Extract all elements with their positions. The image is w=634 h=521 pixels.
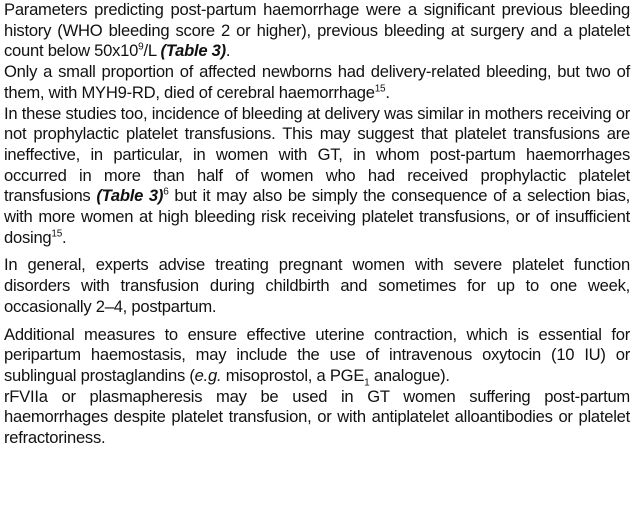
text-segment: . [62,227,67,247]
citation-superscript: 6 [163,186,169,198]
paragraph-uterine-contraction: Additional measures to ensure effective … [4,324,630,389]
text-segment: /L [143,41,161,61]
citation-superscript: 15 [51,228,63,240]
text-segment: Additional measures to ensure effective … [4,324,630,385]
subscript-index: 1 [364,377,370,389]
superscript-exponent: 9 [138,41,144,53]
emphasis-text: e.g. [194,365,222,385]
paragraph-newborn-bleeding: Only a small proportion of affected newb… [4,62,630,103]
paragraph-rfviia: rFVIIa or plasmapheresis may be used in … [4,386,630,448]
table-reference: (Table 3) [160,41,227,61]
document-body: Parameters predicting post-partum haemor… [4,0,630,448]
text-segment: Parameters predicting post-partum haemor… [4,0,630,61]
paragraph-platelet-transfusions: In these studies too, incidence of bleed… [4,104,630,249]
citation-superscript: 15 [374,83,386,95]
text-segment: In these studies too, incidence of bleed… [4,103,630,206]
text-segment: . [225,41,231,61]
paragraph-expert-advice: In general, experts advise treating preg… [4,255,630,316]
text-segment: Only a small proportion of affected newb… [4,62,630,102]
text-segment: but it may also be simply the consequenc… [4,186,630,247]
text-segment: analogue). [369,365,450,385]
paragraph-postpartum-predictors: Parameters predicting post-partum haemor… [4,0,630,62]
table-reference: (Table 3) [96,186,164,206]
text-segment: . [385,82,390,102]
text-segment: misoprostol, a PGE [221,365,365,385]
